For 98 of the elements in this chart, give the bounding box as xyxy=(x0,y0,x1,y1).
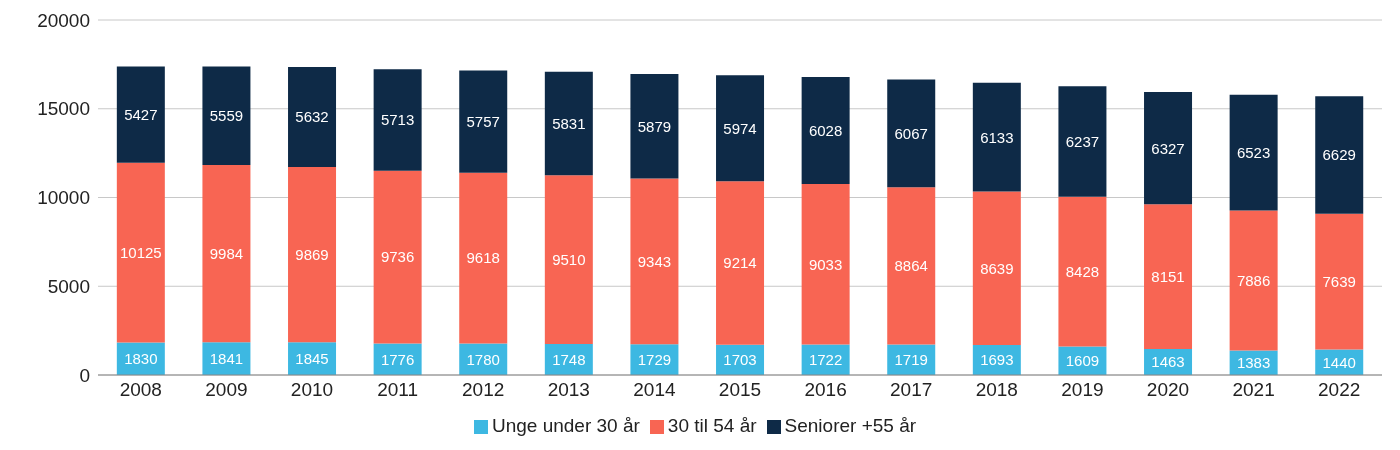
data-label: 1830 xyxy=(124,350,158,368)
data-label: 1609 xyxy=(1065,352,1100,370)
legend-label: Seniorer +55 år xyxy=(784,415,917,436)
data-label: 1383 xyxy=(1236,354,1271,372)
bar xyxy=(972,82,1021,192)
x-tick-label: 2017 xyxy=(890,379,933,401)
data-label: 5757 xyxy=(466,112,500,130)
bar xyxy=(630,178,679,345)
y-tick-label: 20000 xyxy=(37,9,90,31)
data-label: 6327 xyxy=(1151,139,1185,157)
x-tick-label: 2010 xyxy=(290,379,334,401)
data-label: 9618 xyxy=(466,249,500,267)
data-label: 5559 xyxy=(209,107,244,125)
x-tick-label: 2021 xyxy=(1232,379,1275,401)
bar xyxy=(1315,96,1364,214)
bar xyxy=(373,69,422,171)
x-tick-label: 2013 xyxy=(547,379,590,401)
x-tick-label: 2019 xyxy=(1061,379,1104,401)
bar xyxy=(116,162,165,343)
bar xyxy=(1144,92,1193,205)
data-label: 8151 xyxy=(1151,268,1185,286)
data-label: 1440 xyxy=(1322,353,1356,371)
x-tick-label: 2009 xyxy=(205,379,248,401)
data-label: 6629 xyxy=(1322,146,1356,164)
bar xyxy=(801,77,850,185)
data-label: 7886 xyxy=(1236,271,1271,289)
data-label: 1841 xyxy=(209,349,244,367)
bar xyxy=(288,167,337,343)
bar xyxy=(1315,213,1364,350)
x-tick-label: 2012 xyxy=(462,379,505,401)
data-label: 1845 xyxy=(295,349,329,367)
data-label: 9214 xyxy=(723,254,757,272)
data-label: 8428 xyxy=(1065,262,1100,280)
data-label: 1722 xyxy=(808,351,843,369)
data-label: 5427 xyxy=(124,105,158,123)
legend-label: Unge under 30 år xyxy=(491,415,640,436)
data-label: 9343 xyxy=(637,252,672,270)
bar xyxy=(1229,210,1278,351)
bar xyxy=(716,75,765,182)
data-label: 9510 xyxy=(552,250,586,268)
data-label: 5974 xyxy=(723,119,757,137)
bar xyxy=(459,172,508,344)
data-label: 1780 xyxy=(466,350,500,368)
data-label: 1703 xyxy=(723,351,757,369)
bar xyxy=(202,66,251,166)
data-label: 6523 xyxy=(1236,143,1271,161)
data-label: 6067 xyxy=(894,124,928,142)
data-label: 1729 xyxy=(637,350,672,368)
y-tick-label: 0 xyxy=(79,364,90,386)
data-label: 5879 xyxy=(637,117,672,135)
bar xyxy=(1058,86,1107,197)
bar xyxy=(288,67,337,168)
data-label: 6133 xyxy=(980,128,1014,146)
data-label: 1693 xyxy=(980,351,1014,369)
x-tick-label: 2020 xyxy=(1146,379,1190,401)
data-label: 5831 xyxy=(552,114,586,132)
y-tick-label: 15000 xyxy=(37,98,90,120)
bar xyxy=(801,184,850,345)
data-label: 9869 xyxy=(295,245,329,263)
bar xyxy=(116,66,165,163)
x-tick-label: 2008 xyxy=(119,379,162,401)
data-label: 5632 xyxy=(295,108,329,126)
y-tick-label: 10000 xyxy=(37,187,90,209)
data-label: 1463 xyxy=(1151,353,1185,371)
y-tick-label: 5000 xyxy=(47,275,90,297)
data-label: 10125 xyxy=(119,243,162,261)
bar xyxy=(716,181,765,345)
bar xyxy=(1229,94,1278,211)
bar xyxy=(1058,196,1107,347)
data-label: 9736 xyxy=(380,248,415,266)
bar xyxy=(544,71,593,176)
bar xyxy=(459,70,508,173)
data-label: 1719 xyxy=(894,351,928,369)
bar xyxy=(887,187,936,345)
bar xyxy=(887,79,936,188)
x-tick-label: 2016 xyxy=(804,379,847,401)
data-label: 8864 xyxy=(894,257,928,275)
data-label: 6237 xyxy=(1065,132,1100,150)
data-label: 9984 xyxy=(209,245,244,263)
data-label: 1748 xyxy=(552,350,586,368)
bar xyxy=(972,191,1021,345)
data-label: 9033 xyxy=(808,255,843,273)
data-label: 5713 xyxy=(380,111,415,129)
x-tick-label: 2015 xyxy=(718,379,762,401)
x-tick-label: 2018 xyxy=(975,379,1018,401)
data-label: 8639 xyxy=(980,259,1014,277)
x-tick-label: 2022 xyxy=(1318,379,1361,401)
x-tick-label: 2011 xyxy=(377,379,419,401)
bar xyxy=(373,170,422,344)
data-label: 1776 xyxy=(380,350,415,368)
bar xyxy=(1144,204,1193,350)
bar xyxy=(544,175,593,344)
x-tick-label: 2014 xyxy=(633,379,676,401)
bar xyxy=(202,165,251,343)
data-label: 7639 xyxy=(1322,272,1356,290)
bar xyxy=(630,74,679,179)
legend-label: 30 til 54 år xyxy=(667,415,757,436)
data-label: 6028 xyxy=(808,121,843,139)
